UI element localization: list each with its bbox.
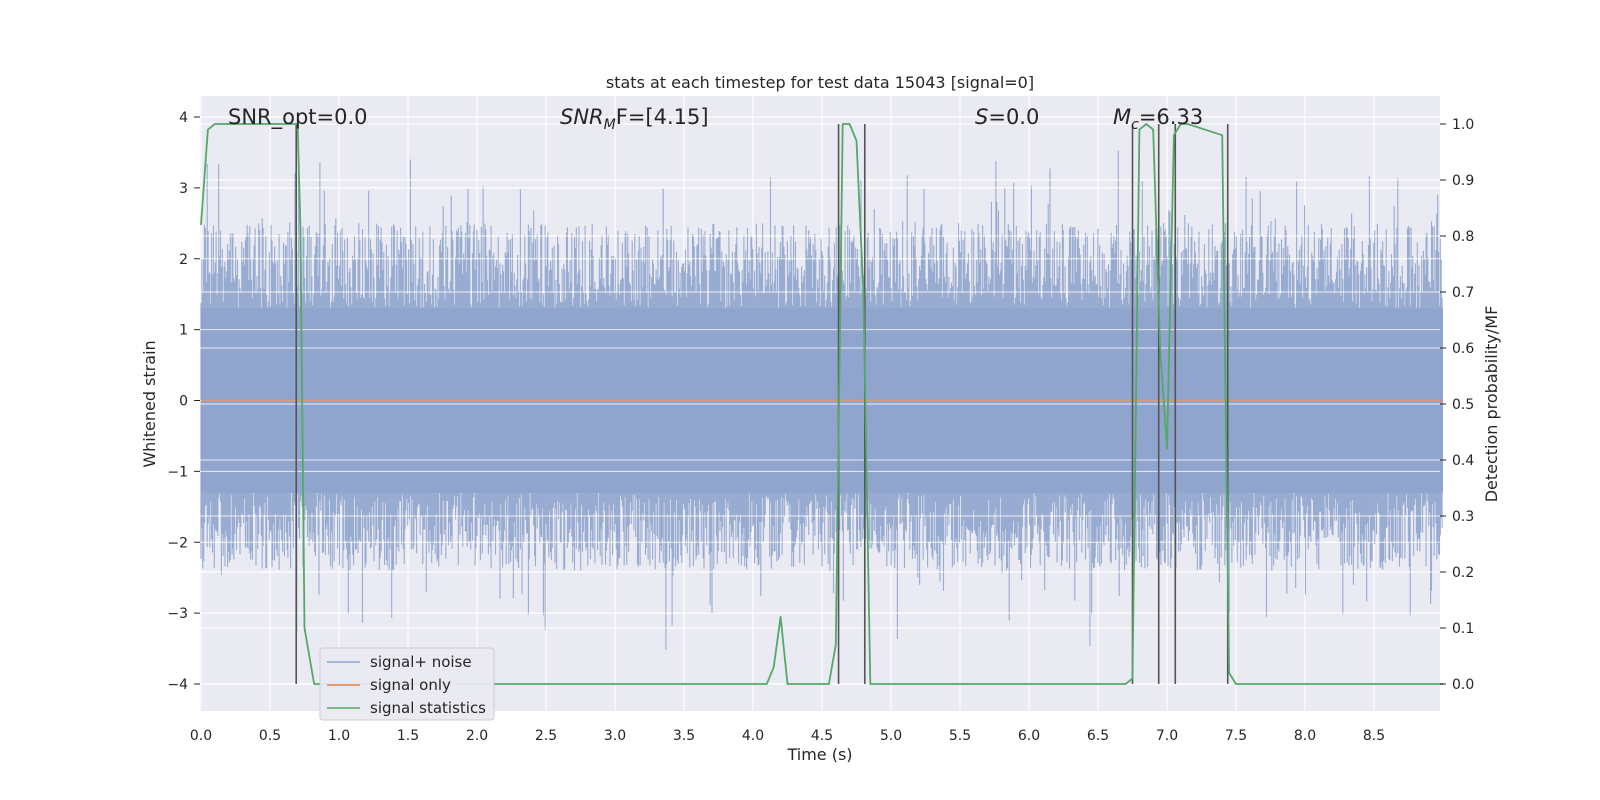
y-tick-label-6: 2 [179, 252, 188, 268]
y-tick-label-1: −3 [167, 606, 188, 622]
annotation-snr-mf-main: SNR [560, 105, 604, 129]
x-tick-label-4: 2.0 [466, 728, 488, 744]
y2-tick-label-7: 0.7 [1452, 285, 1474, 301]
legend: signal+ noise signal only signal statist… [319, 647, 495, 721]
annotation-s-rest: =0.0 [988, 105, 1039, 129]
y-tick-label-4: 0 [179, 394, 188, 410]
y-tick-label-2: −2 [167, 535, 188, 551]
y-tick-label-0: −4 [167, 677, 188, 693]
x-tick-label-17: 8.5 [1363, 728, 1385, 744]
y-tick-label-7: 3 [179, 181, 188, 197]
y2-tick-label-9: 0.9 [1452, 173, 1474, 189]
x-tick-label-0: 0.0 [190, 728, 212, 744]
x-tick-label-16: 8.0 [1294, 728, 1316, 744]
y2-tick-label-3: 0.3 [1452, 509, 1474, 525]
legend-label-signal-only: signal only [370, 676, 451, 694]
x-tick-label-10: 5.0 [880, 728, 902, 744]
annotation-s: S=0.0 [975, 105, 1039, 129]
y2-tick-label-8: 0.8 [1452, 229, 1474, 245]
annotation-snr-opt: SNR_opt=0.0 [228, 105, 368, 130]
x-tick-label-9: 4.5 [811, 728, 833, 744]
y2-tick-label-0: 0.0 [1452, 677, 1474, 693]
series-signal-statistics [200, 123, 1443, 685]
x-tick-label-1: 0.5 [259, 728, 281, 744]
x-tick-label-14: 7.0 [1156, 728, 1178, 744]
legend-label-signal-statistics: signal statistics [370, 699, 486, 717]
x-tick-label-12: 6.0 [1018, 728, 1040, 744]
annotation-mc: Mc=6.33 [1113, 105, 1203, 133]
annotation-mc-sub: c [1131, 117, 1139, 133]
vertical-markers [295, 124, 1229, 684]
y2-tick-label-4: 0.4 [1452, 453, 1474, 469]
annotation-mc-rest: =6.33 [1139, 105, 1203, 129]
x-axis-ticks: 0.0 0.5 1.0 1.5 2.0 2.5 3.0 3.5 4.0 4.5 5.0 5.5 6.0 6… [190, 728, 1385, 744]
annotation-mc-main: M [1113, 105, 1131, 129]
y2-tick-label-6: 0.6 [1452, 341, 1474, 357]
legend-label-signal-noise: signal+ noise [370, 653, 472, 671]
y2-axis-label: Detection probability/MF [1482, 306, 1501, 503]
x-tick-label-3: 1.5 [397, 728, 419, 744]
annotation-snr-mf-sub: M [604, 117, 616, 133]
chart-title: stats at each timestep for test data 150… [606, 73, 1034, 92]
legend-box [319, 647, 495, 721]
x-tick-label-11: 5.5 [949, 728, 971, 744]
x-tick-label-13: 6.5 [1087, 728, 1109, 744]
x-tick-label-15: 7.5 [1225, 728, 1247, 744]
x-tick-label-2: 1.0 [328, 728, 350, 744]
x-tick-label-6: 3.0 [604, 728, 626, 744]
y2-tick-label-1: 0.1 [1452, 621, 1474, 637]
signal-statistics-line [200, 123, 1443, 685]
y2-tick-label-5: 0.5 [1452, 397, 1474, 413]
y-tick-label-3: −1 [167, 464, 188, 480]
annotation-snr-mf: SNRMF=[4.15] [560, 105, 709, 133]
y-axis-label: Whitened strain [140, 340, 159, 467]
annotation-snr-mf-rest: F=[4.15] [616, 105, 709, 129]
x-tick-label-8: 4.0 [742, 728, 764, 744]
x-tick-label-5: 2.5 [535, 728, 557, 744]
annotation-s-main: S [975, 105, 988, 129]
y2-tick-label-2: 0.2 [1452, 565, 1474, 581]
y2-axis-ticks: 0.0 0.1 0.2 0.3 0.4 0.5 0.6 0.7 0.8 0.9 1.0 [1440, 117, 1474, 693]
y-tick-label-8: 4 [179, 110, 188, 126]
y-axis-ticks: −4 −3 −2 −1 0 1 2 3 4 [167, 110, 200, 693]
y-tick-label-5: 1 [179, 323, 188, 339]
x-tick-label-7: 3.5 [673, 728, 695, 744]
y2-tick-label-10: 1.0 [1452, 117, 1474, 133]
x-axis-label: Time (s) [786, 745, 852, 764]
